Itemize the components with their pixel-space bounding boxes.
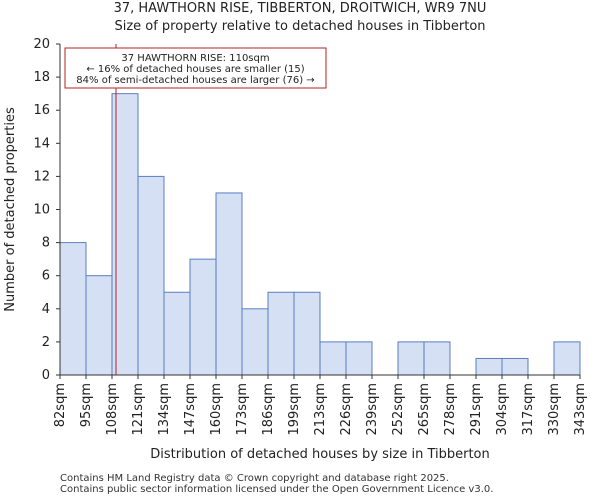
x-tick-label: 108sqm — [105, 383, 120, 436]
histogram-bar — [319, 341, 347, 376]
y-tick-label: 14 — [33, 136, 50, 151]
histogram-bar — [293, 291, 321, 376]
y-tick-label: 2 — [42, 335, 50, 350]
y-tick-label: 8 — [42, 236, 50, 251]
x-tick-label: 147sqm — [183, 383, 198, 436]
footer-attribution-1: Contains HM Land Registry data © Crown c… — [60, 473, 449, 484]
histogram-bar — [397, 341, 425, 376]
histogram-bar — [553, 341, 581, 376]
histogram-bar — [267, 291, 295, 376]
y-tick-label: 12 — [33, 169, 50, 184]
histogram-bar — [137, 175, 165, 376]
y-tick-label: 10 — [33, 203, 50, 218]
y-tick-label: 20 — [33, 37, 50, 52]
x-tick-label: 291sqm — [469, 383, 484, 436]
x-tick-label: 330sqm — [547, 383, 562, 436]
x-tick-label: 343sqm — [573, 383, 588, 436]
histogram-bar — [59, 242, 87, 376]
chart-title-line2: Size of property relative to detached ho… — [114, 19, 486, 34]
y-tick-label: 18 — [33, 70, 50, 85]
histogram-bar — [189, 258, 217, 376]
x-tick-label: 82sqm — [53, 383, 68, 427]
x-tick-label: 226sqm — [339, 383, 354, 436]
x-tick-label: 186sqm — [261, 383, 276, 436]
x-tick-label: 160sqm — [209, 383, 224, 436]
histogram-bar — [241, 308, 269, 376]
y-tick-label: 6 — [42, 269, 50, 284]
x-tick-label: 278sqm — [443, 383, 458, 436]
x-tick-label: 173sqm — [235, 383, 250, 436]
histogram-bar — [215, 192, 243, 376]
y-tick-label: 4 — [42, 302, 50, 317]
chart-title-line1: 37, HAWTHORN RISE, TIBBERTON, DROITWICH,… — [113, 1, 487, 16]
x-tick-label: 265sqm — [417, 383, 432, 436]
annotation-line-2: ← 16% of detached houses are smaller (15… — [86, 64, 304, 75]
y-tick-label: 16 — [33, 103, 50, 118]
histogram-bar — [163, 291, 191, 376]
x-tick-label: 95sqm — [79, 383, 94, 427]
histogram-bar — [345, 341, 373, 376]
y-axis-label: Number of detached properties — [3, 107, 18, 312]
x-tick-label: 317sqm — [521, 383, 536, 436]
annotation-box — [64, 47, 327, 89]
annotation-line-3: 84% of semi-detached houses are larger (… — [76, 75, 314, 86]
x-axis-label: Distribution of detached houses by size … — [150, 447, 490, 462]
footer-attribution-2: Contains public sector information licen… — [60, 484, 494, 495]
x-tick-label: 213sqm — [313, 383, 328, 436]
histogram-bar — [423, 341, 451, 376]
histogram-bar — [85, 275, 113, 376]
y-tick-label: 0 — [42, 368, 50, 383]
x-tick-label: 121sqm — [131, 383, 146, 436]
x-tick-label: 199sqm — [287, 383, 302, 436]
histogram-bar — [475, 357, 503, 376]
x-tick-label: 252sqm — [391, 383, 406, 436]
x-tick-label: 134sqm — [157, 383, 172, 436]
annotation-line-1: 37 HAWTHORN RISE: 110sqm — [121, 53, 269, 64]
x-tick-label: 304sqm — [495, 383, 510, 436]
x-tick-label: 239sqm — [365, 383, 380, 436]
histogram-bar — [501, 357, 529, 376]
